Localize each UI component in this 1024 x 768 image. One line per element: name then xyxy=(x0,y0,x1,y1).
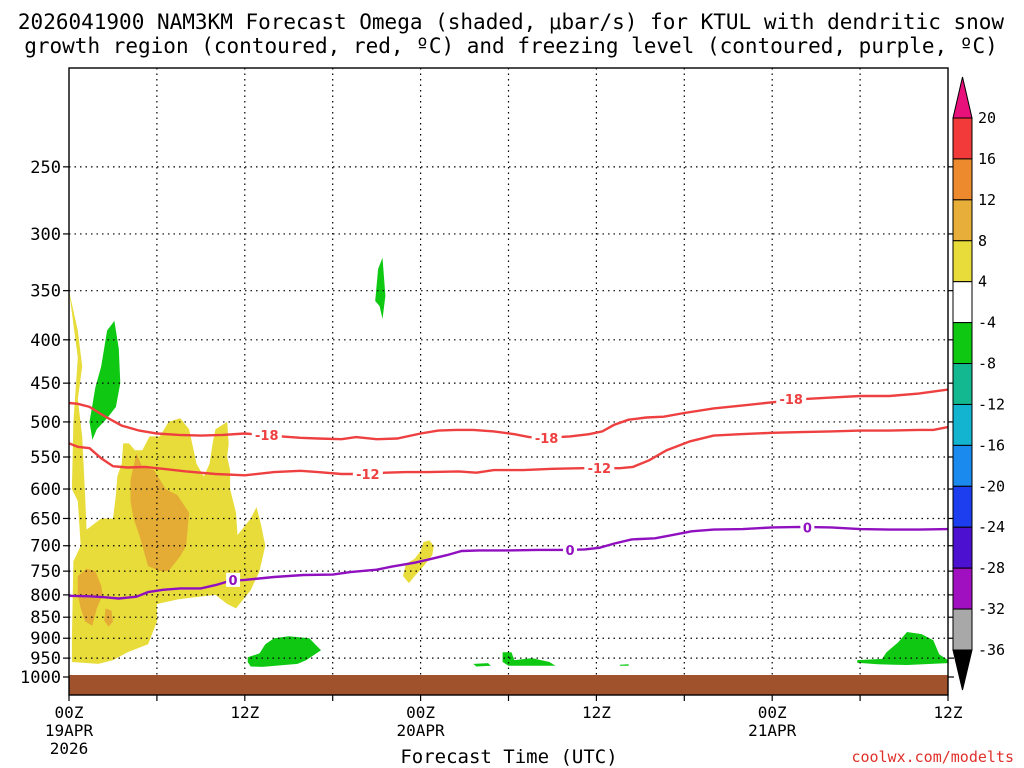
contour-label-6: 0 xyxy=(566,544,575,559)
contour-label-bg-2 xyxy=(776,392,807,407)
x-tick-label-24: 00Z xyxy=(406,703,435,722)
y-tick-label-750: 750 xyxy=(30,562,61,582)
colorbar-label-12: -32 xyxy=(978,600,1005,618)
omega-shade-6 xyxy=(375,257,386,319)
x-tick-label-36: 12Z xyxy=(582,703,611,722)
y-tick-label-950: 950 xyxy=(30,649,61,669)
contour-minus18-0 xyxy=(69,388,948,441)
x-tick-label-48: 00Z xyxy=(758,703,787,722)
contour-label-bg-5 xyxy=(226,572,241,587)
y-tick-label-850: 850 xyxy=(30,608,61,628)
chart-title-line1: 2026041900 NAM3KM Forecast Omega (shaded… xyxy=(18,10,1005,34)
chart-title-line2: growth region (contoured, red, ºC) and f… xyxy=(24,34,998,58)
contour-label-7: 0 xyxy=(803,521,812,536)
contour-minus12-1 xyxy=(69,425,948,477)
x-tick-label-12: 12Z xyxy=(230,703,259,722)
omega-colorbar: 20 16 12 8 4 -4 -8 -12 -16 -20 -24 -28 -32 -36 xyxy=(952,76,1005,691)
colorbar-label-2: 12 xyxy=(978,191,996,209)
credit-link[interactable]: coolwx.com/modelts xyxy=(851,748,1014,766)
colorbar-label-6: -8 xyxy=(978,355,996,373)
contour-label-bg-6 xyxy=(563,542,578,557)
contour-label-4: -12 xyxy=(588,462,612,477)
colorbar-segment-2 xyxy=(952,199,973,242)
colorbar-segment-10 xyxy=(952,526,973,569)
omega-shade-1 xyxy=(130,453,190,572)
y-tick-label-700: 700 xyxy=(30,537,61,557)
y-tick-label-550: 550 xyxy=(30,448,61,468)
y-tick-label-1000: 1000 xyxy=(20,668,61,688)
contour-label-1: -18 xyxy=(535,432,559,447)
colorbar-segment-7 xyxy=(952,403,973,446)
y-tick-label-250: 250 xyxy=(30,158,61,178)
contour-label-3: -12 xyxy=(356,468,380,483)
colorbar-segment-3 xyxy=(952,240,973,283)
plot-area: -18 -18 -18 -12 -12 0 0 0 xyxy=(68,67,949,696)
y-tick-label-600: 600 xyxy=(30,480,61,500)
colorbar-label-1: 16 xyxy=(978,150,996,168)
contour-label-5: 0 xyxy=(229,574,238,589)
colorbar-segment-4 xyxy=(952,281,973,324)
colorbar-label-5: -4 xyxy=(978,314,996,332)
contour-label-bg-1 xyxy=(531,430,562,445)
y-tick-label-650: 650 xyxy=(30,509,61,529)
colorbar-segment-8 xyxy=(952,444,973,487)
contour-label-bg-7 xyxy=(800,520,815,535)
contour-label-bg-3 xyxy=(352,466,383,481)
colorbar-label-0: 20 xyxy=(978,109,996,127)
x-tick-label-0: 00Z xyxy=(55,703,84,722)
contour-0-2 xyxy=(69,525,948,600)
y-tick-label-800: 800 xyxy=(30,586,61,606)
omega-shade-9 xyxy=(473,663,491,667)
omega-shade-7 xyxy=(247,636,321,667)
colorbar-segment-0 xyxy=(952,117,973,160)
y-tick-label-500: 500 xyxy=(30,413,61,433)
colorbar-segment-1 xyxy=(952,158,973,201)
ground-terrain xyxy=(69,675,948,695)
colorbar-label-4: 4 xyxy=(978,273,987,291)
omega-shade-11 xyxy=(857,632,948,665)
x-tick-label-60: 12Z xyxy=(934,703,963,722)
y-tick-label-450: 450 xyxy=(30,374,61,394)
x-tick-date-24: 20APR xyxy=(397,721,446,740)
contour-label-bg-0 xyxy=(251,427,282,442)
colorbar-label-8: -16 xyxy=(978,436,1005,454)
colorbar-label-9: -20 xyxy=(978,477,1005,495)
omega-shade-0 xyxy=(69,290,266,664)
y-tick-label-350: 350 xyxy=(30,282,61,302)
colorbar-segment-9 xyxy=(952,485,973,528)
plot-content: -18 -18 -18 -12 -12 0 0 0 xyxy=(69,68,948,695)
colorbar-bottom-arrow xyxy=(952,649,973,691)
colorbar-label-10: -24 xyxy=(978,518,1005,536)
contour-label-bg-4 xyxy=(584,461,615,476)
colorbar-top-arrow xyxy=(952,76,973,119)
colorbar-segment-5 xyxy=(952,322,973,365)
colorbar-segment-12 xyxy=(952,608,973,651)
contour-label-0: -18 xyxy=(255,429,279,444)
colorbar-label-11: -28 xyxy=(978,559,1005,577)
contour-label-2: -18 xyxy=(779,393,803,408)
pressure-axis: 2503003504004505005506006507007508008509… xyxy=(20,158,954,688)
x-tick-date-48: 21APR xyxy=(748,721,797,740)
colorbar-label-13: -36 xyxy=(978,641,1005,659)
colorbar-segment-11 xyxy=(952,567,973,610)
omega-shade-5 xyxy=(89,320,121,440)
y-tick-label-900: 900 xyxy=(30,629,61,649)
colorbar-label-3: 8 xyxy=(978,232,987,250)
y-tick-label-300: 300 xyxy=(30,225,61,245)
omega-shade-8 xyxy=(502,652,556,666)
x-axis-label: Forecast Time (UTC) xyxy=(400,746,617,768)
x-tick-year-0: 2026 xyxy=(50,739,89,758)
y-tick-label-400: 400 xyxy=(30,331,61,351)
omega-shade-10 xyxy=(619,664,629,666)
x-tick-date-0: 19APR xyxy=(45,721,94,740)
colorbar-label-7: -12 xyxy=(978,395,1005,413)
colorbar-segment-6 xyxy=(952,363,973,405)
